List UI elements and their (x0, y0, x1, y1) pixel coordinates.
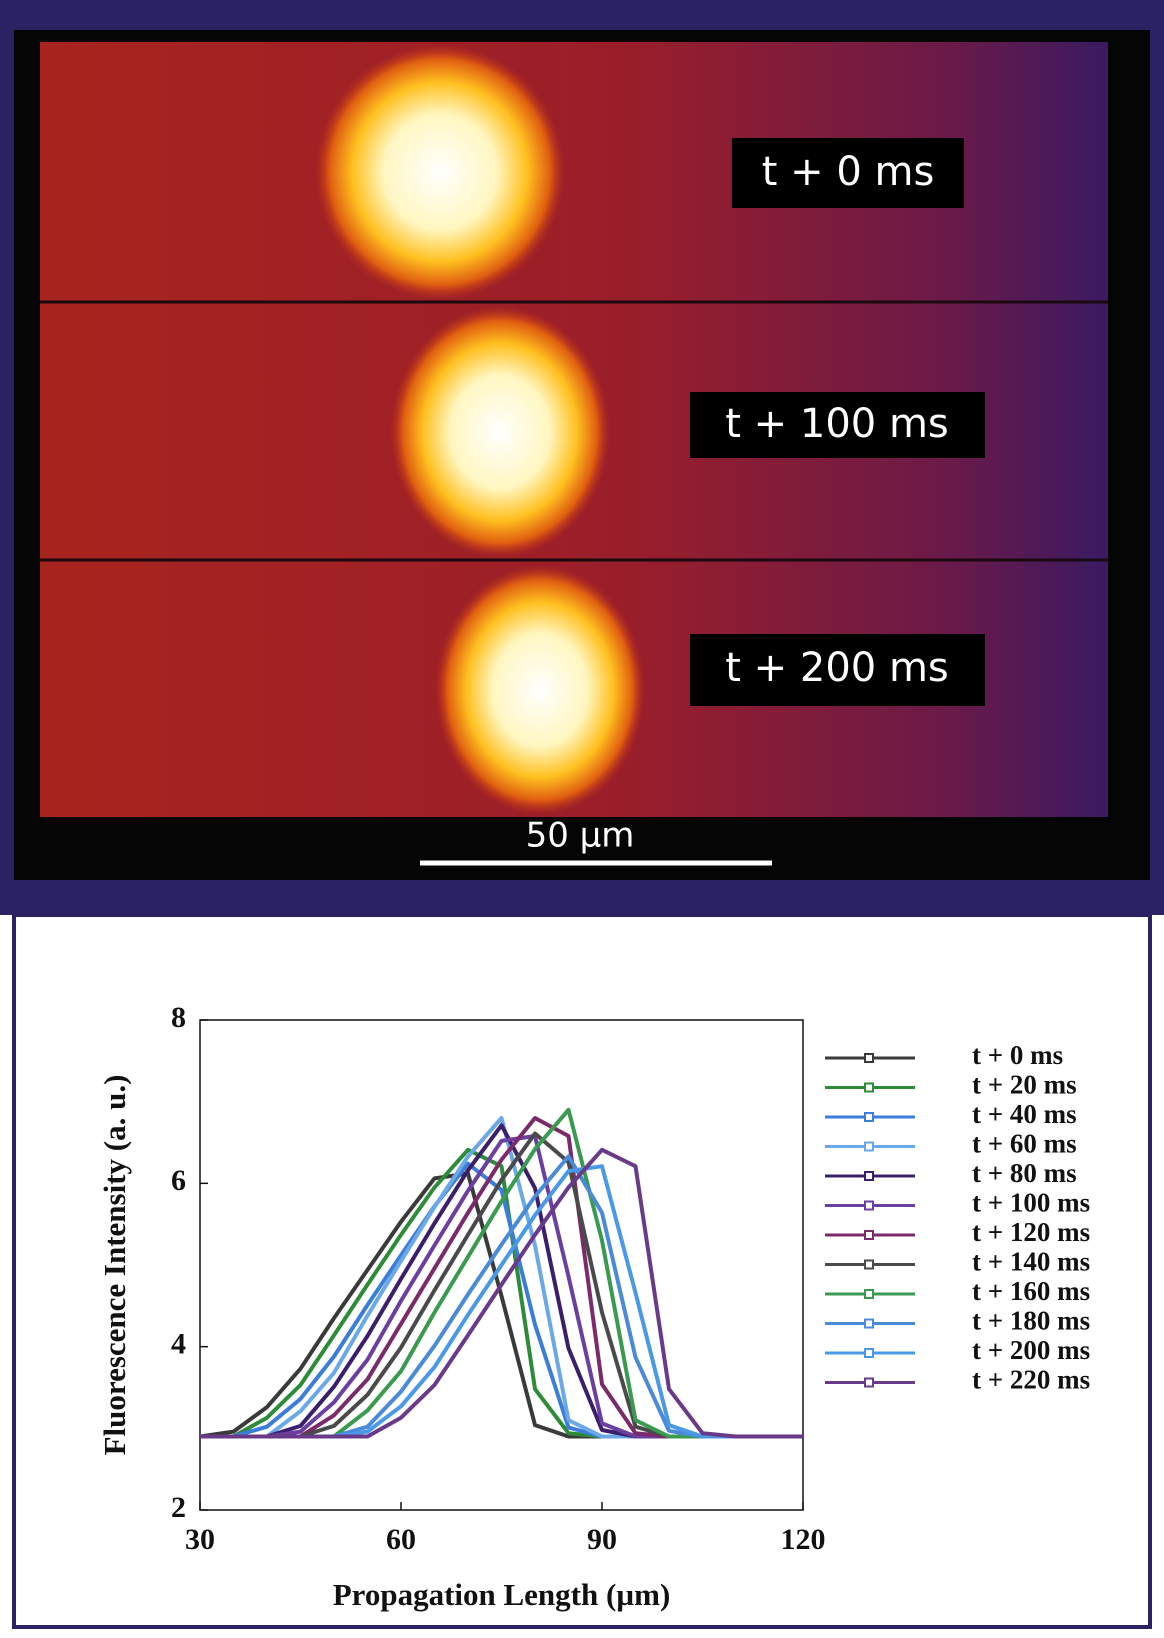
legend-marker (864, 1171, 874, 1181)
frame-label: t + 0 ms (762, 149, 935, 195)
y-tick-label: 6 (171, 1164, 186, 1197)
legend-label: t + 0 ms (972, 1040, 1063, 1070)
legend-marker (864, 1230, 874, 1240)
legend-marker (864, 1200, 874, 1211)
legend-marker (864, 1289, 874, 1299)
legend-marker (864, 1053, 874, 1063)
chart-panel (12, 913, 1152, 1629)
legend-marker (864, 1259, 874, 1270)
legend-label: t + 20 ms (972, 1070, 1077, 1100)
x-tick-label: 120 (781, 1523, 826, 1556)
y-tick-label: 2 (171, 1491, 186, 1524)
y-tick-label: 8 (171, 1001, 186, 1034)
plot-frame (199, 1019, 804, 1511)
label-box (732, 138, 964, 208)
legend-marker (864, 1318, 874, 1329)
x-tick-label: 60 (386, 1523, 416, 1556)
label-box (690, 634, 985, 706)
legend-marker (864, 1141, 874, 1152)
legend-marker (864, 1112, 874, 1122)
label-box (690, 392, 985, 458)
y-axis-title: Fluorescence Intensity (a. u.) (97, 1075, 132, 1456)
legend-label: t + 80 ms (972, 1158, 1077, 1188)
x-tick-label: 30 (185, 1523, 215, 1556)
legend-label: t + 160 ms (972, 1276, 1090, 1306)
legend-label: t + 100 ms (972, 1188, 1090, 1218)
fluorescence-spot (315, 44, 565, 300)
legend-label: t + 140 ms (972, 1247, 1090, 1277)
x-tick-label: 90 (587, 1523, 617, 1556)
y-tick-label: 4 (171, 1328, 186, 1361)
legend-marker (864, 1348, 874, 1358)
series-line (200, 1147, 803, 1439)
frame-label: t + 200 ms (725, 645, 949, 691)
frame-label: t + 100 ms (725, 401, 949, 447)
legend-marker (864, 1377, 874, 1388)
legend-marker (864, 1082, 874, 1093)
legend-label: t + 40 ms (972, 1099, 1077, 1129)
legend-label: t + 120 ms (972, 1217, 1090, 1247)
fluorescence-spot (435, 565, 645, 815)
scale-bar-label: 50 µm (526, 816, 635, 856)
x-axis-title: Propagation Length (µm) (333, 1577, 671, 1612)
fluorescence-spot (390, 306, 610, 558)
legend-label: t + 200 ms (972, 1335, 1090, 1365)
legend-label: t + 180 ms (972, 1306, 1090, 1336)
legend-label: t + 60 ms (972, 1129, 1077, 1159)
chart: 2 4 6 8 30 60 90 120 Propagation Length (µm) Fluo… (97, 1001, 1090, 1612)
legend-label: t + 220 ms (972, 1365, 1090, 1395)
